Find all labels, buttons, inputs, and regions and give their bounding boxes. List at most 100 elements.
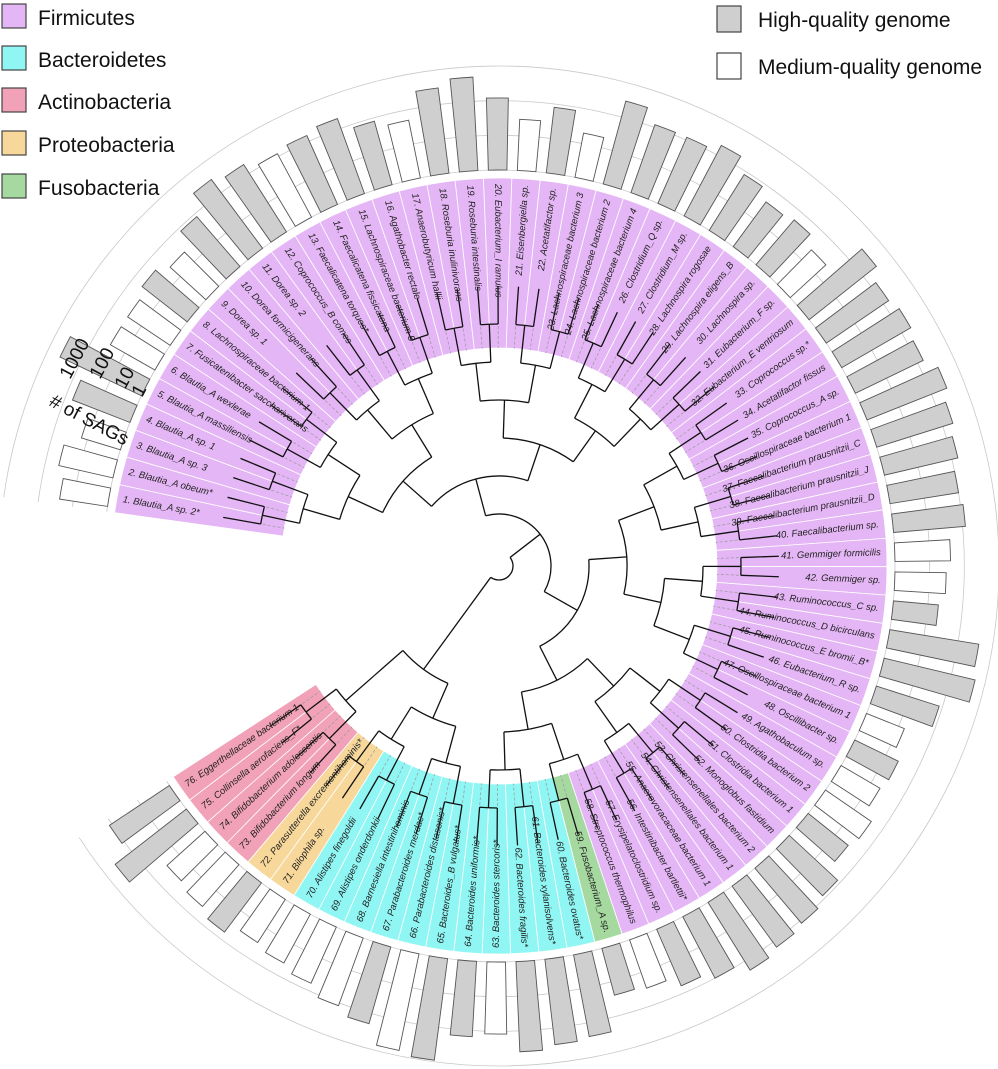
sag-bar	[516, 118, 542, 173]
sag-bar	[845, 739, 899, 781]
tree-branch	[584, 304, 600, 341]
tree-branch	[528, 365, 537, 403]
tree-branch	[572, 430, 596, 463]
tree-branch	[543, 591, 578, 611]
tree-arc	[682, 625, 695, 654]
sag-bar	[869, 685, 940, 728]
tree-branch	[740, 574, 779, 578]
sag-bar	[192, 178, 264, 261]
tree-branch	[733, 494, 771, 506]
tree-branch	[695, 402, 728, 426]
tree-branch	[672, 371, 701, 399]
legend-item-actinobacteria: Actinobacteria	[1, 87, 171, 114]
tree-branch	[233, 477, 270, 491]
legend-swatch-high-quality	[716, 5, 742, 33]
legend-swatch-fusobacteria	[1, 173, 27, 199]
sag-bar	[80, 417, 127, 451]
phylum-band-segment	[172, 683, 326, 801]
tree-branch	[550, 292, 560, 330]
sag-bar	[601, 942, 636, 996]
sag-bar	[206, 870, 263, 933]
tree-branch	[645, 757, 670, 789]
legend-item-high-quality: High-quality genome	[716, 5, 951, 33]
sag-bar	[754, 855, 819, 924]
tree-branch	[342, 332, 365, 366]
tree-branch	[683, 652, 719, 671]
tree-branch	[736, 514, 775, 523]
sag-bar	[375, 949, 420, 1051]
tree-branch	[453, 328, 462, 366]
sag-bar	[682, 907, 735, 979]
tree-branch	[282, 387, 313, 413]
tree-arc	[404, 372, 433, 386]
tree-branch	[551, 723, 565, 760]
tree-branch	[721, 660, 757, 677]
tree-branch	[345, 675, 375, 702]
sag-bar	[59, 336, 151, 397]
sag-bar	[126, 299, 182, 347]
tree-branch	[502, 400, 506, 439]
sag-bar	[410, 955, 449, 1061]
sag-bar	[166, 830, 219, 882]
tree-branch	[567, 297, 580, 335]
sag-bar	[291, 918, 337, 984]
legend-swatch-proteobacteria	[1, 130, 27, 156]
sag-bar	[180, 215, 241, 280]
tree-branch	[615, 777, 636, 812]
tree-branch	[668, 431, 702, 454]
tree-branch-layer	[223, 285, 779, 846]
tree-arc	[300, 411, 313, 427]
tree-arc	[578, 377, 606, 393]
sag-bar	[776, 249, 827, 299]
tree-arc	[649, 678, 670, 704]
tree-branch	[603, 740, 625, 774]
tree-branch	[713, 437, 749, 456]
tree-branch	[418, 758, 433, 795]
tree-branch	[653, 625, 690, 641]
sag-bar	[257, 153, 313, 227]
tree-branch	[503, 731, 506, 770]
tree-branch	[397, 304, 413, 341]
tree-branch	[475, 478, 487, 516]
legend-label-high-quality: High-quality genome	[758, 9, 951, 32]
sag-bar	[796, 248, 877, 321]
tree-branch	[549, 331, 561, 369]
tree-arc	[668, 453, 685, 480]
tree-branch	[713, 676, 748, 696]
tree-branch	[520, 325, 526, 364]
tree-branch	[452, 766, 462, 804]
tree-branch	[402, 480, 433, 507]
tree-branch	[694, 495, 731, 509]
tree-branch	[618, 506, 655, 521]
tree-branch	[295, 372, 325, 400]
tree-branch	[532, 805, 539, 844]
tree-arc	[727, 487, 734, 506]
sag-bar	[544, 956, 578, 1046]
sag-bar	[574, 132, 605, 182]
sag-bar	[831, 308, 912, 369]
leaf-label: 63. Bacteroides stercoris*	[491, 839, 503, 948]
sag-bar	[893, 571, 947, 595]
sag-bar	[707, 891, 770, 971]
legend-item-proteobacteria: Proteobacteria	[1, 130, 175, 157]
tree-branch	[411, 424, 433, 458]
tree-branch	[736, 609, 775, 619]
tree-branch	[377, 783, 396, 819]
tree-arc	[693, 507, 702, 537]
tree-branch	[700, 595, 739, 603]
sag-bar	[387, 119, 421, 183]
tree-arc	[514, 805, 533, 809]
tree-branch	[519, 768, 525, 807]
tree-branch	[415, 796, 429, 834]
sag-bar	[316, 117, 366, 201]
tree-branch	[432, 683, 449, 719]
tree-branch	[683, 721, 714, 747]
legend-label-bacteroidetes: Bacteroidetes	[38, 49, 166, 72]
sag-bar	[449, 959, 477, 1038]
legend-item-fusobacteria: Fusobacteria	[1, 173, 160, 200]
tree-branch	[514, 807, 519, 846]
tree-arc	[672, 721, 685, 736]
tree-branch	[600, 311, 618, 347]
tree-arc	[356, 400, 380, 421]
sag-bar	[830, 764, 881, 807]
